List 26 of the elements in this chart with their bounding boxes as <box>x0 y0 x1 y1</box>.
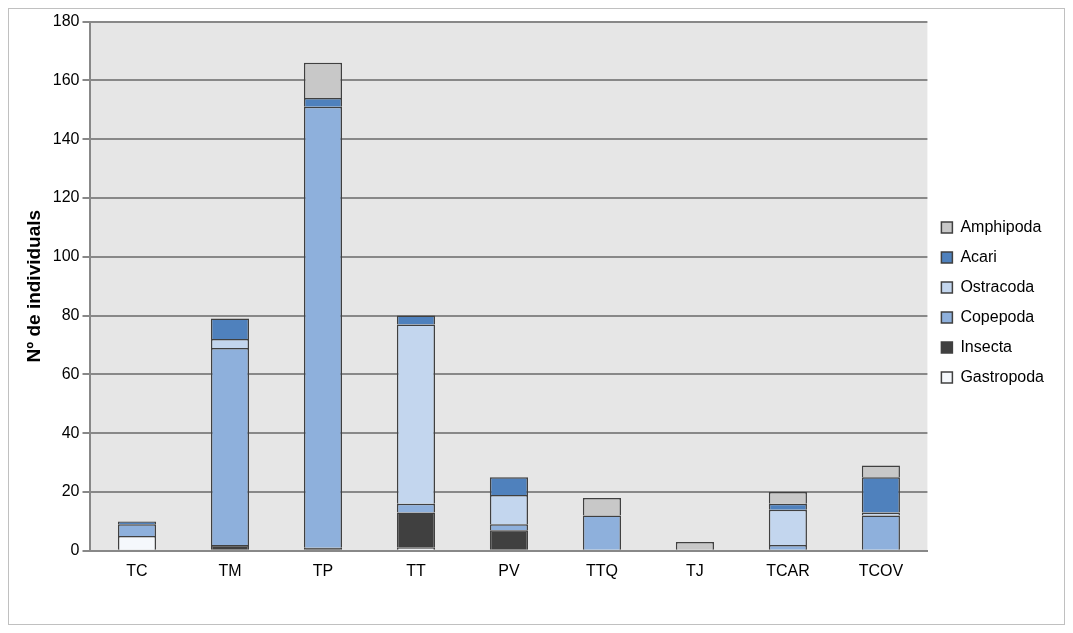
legend-label: Ostracoda <box>960 277 1035 295</box>
y-tick-label: 100 <box>52 247 80 265</box>
x-tick-label: TCOV <box>858 561 904 579</box>
x-tick-label: TT <box>406 561 426 579</box>
legend-label: Insecta <box>960 337 1013 355</box>
legend-label: Copepoda <box>960 307 1035 325</box>
x-tick-label: TJ <box>686 561 704 579</box>
y-axis-title: Nº de individuals <box>22 209 44 363</box>
y-tick-label: 40 <box>61 423 80 441</box>
y-tick-label: 20 <box>61 482 80 500</box>
y-tick-label: 120 <box>52 188 80 206</box>
y-tick-label: 180 <box>52 12 80 30</box>
x-tick-label: TM <box>218 561 242 579</box>
x-tick-label: TCAR <box>766 561 810 579</box>
x-tick-label: TC <box>126 561 148 579</box>
y-tick-label: 0 <box>70 541 80 559</box>
y-tick-label: 160 <box>52 70 80 88</box>
y-tick-label: 140 <box>52 129 80 147</box>
x-tick-label: PV <box>498 561 520 579</box>
legend-label: Gastropoda <box>960 367 1045 385</box>
legend-label: Amphipoda <box>960 217 1042 235</box>
y-tick-label: 60 <box>61 364 80 382</box>
x-tick-label: TTQ <box>585 561 618 579</box>
legend-label: Acari <box>960 247 997 265</box>
x-tick-label: TP <box>312 561 334 579</box>
y-tick-label: 80 <box>61 306 80 324</box>
